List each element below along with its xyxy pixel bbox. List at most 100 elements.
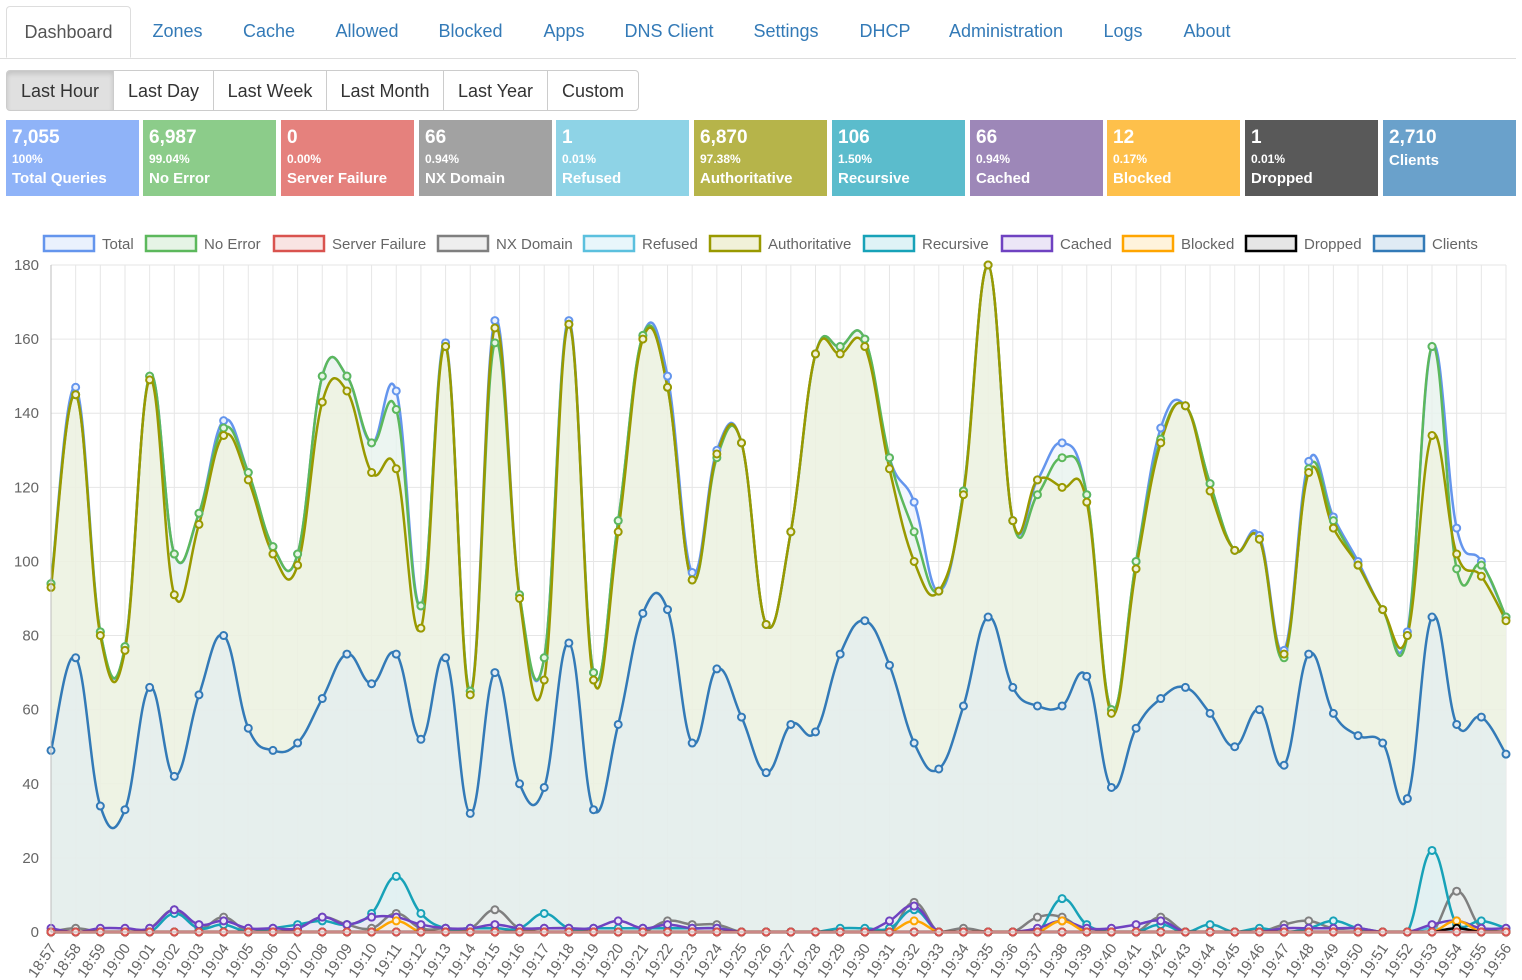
data-point <box>1131 564 1141 574</box>
data-point <box>391 649 401 659</box>
data-point <box>71 390 81 400</box>
data-point <box>1057 916 1067 926</box>
stat-percent: 0.94% <box>976 152 1011 166</box>
data-point <box>810 349 820 359</box>
data-point <box>1180 682 1190 692</box>
period-last-week[interactable]: Last Week <box>213 70 327 111</box>
data-point <box>367 679 377 689</box>
data-point <box>268 542 278 552</box>
data-point <box>317 397 327 407</box>
period-last-year[interactable]: Last Year <box>443 70 548 111</box>
data-point <box>712 449 722 459</box>
legend-label: Clients <box>1432 236 1478 253</box>
data-point <box>737 712 747 722</box>
legend-swatch-refused <box>582 234 636 253</box>
stat-label: Dropped <box>1251 170 1313 187</box>
tab-dhcp[interactable]: DHCP <box>859 21 911 41</box>
data-point <box>1427 430 1437 440</box>
data-point <box>391 405 401 415</box>
data-point <box>441 653 451 663</box>
data-point <box>1328 523 1338 533</box>
data-point <box>1353 731 1363 741</box>
stat-value: 106 <box>838 127 870 148</box>
stat-no-error: 6,987 99.04% No Error <box>143 120 276 196</box>
data-point <box>1402 794 1412 804</box>
data-point <box>1427 845 1437 855</box>
data-point <box>1378 738 1388 748</box>
data-point <box>564 638 574 648</box>
data-point <box>441 342 451 352</box>
data-point <box>342 649 352 659</box>
data-point <box>539 782 549 792</box>
legend-label: No Error <box>204 236 261 253</box>
legend-label: Authoritative <box>768 236 851 253</box>
y-tick-label: 180 <box>14 257 39 274</box>
data-point <box>1304 916 1314 926</box>
data-point <box>663 371 673 381</box>
data-point <box>1032 475 1042 485</box>
data-point <box>1032 701 1042 711</box>
tab-logs[interactable]: Logs <box>1103 21 1143 41</box>
data-point <box>1476 916 1486 926</box>
y-tick-label: 60 <box>22 702 39 719</box>
data-point <box>1501 749 1511 759</box>
period-last-day[interactable]: Last Day <box>113 70 214 111</box>
data-point <box>465 690 475 700</box>
tab-settings[interactable]: Settings <box>753 21 819 41</box>
data-point <box>1205 479 1215 489</box>
data-point <box>293 549 303 559</box>
tab-zones[interactable]: Zones <box>152 21 203 41</box>
data-point <box>1008 516 1018 526</box>
data-point <box>317 371 327 381</box>
data-point <box>1205 708 1215 718</box>
data-point <box>1082 490 1092 500</box>
stat-label: Recursive <box>838 170 910 187</box>
data-point <box>490 920 500 930</box>
tab-dns-client[interactable]: DNS Client <box>624 21 714 41</box>
tab-dashboard[interactable]: Dashboard <box>6 6 131 58</box>
data-point <box>958 701 968 711</box>
data-point <box>884 660 894 670</box>
data-point <box>1402 631 1412 641</box>
data-point <box>884 464 894 474</box>
tab-blocked[interactable]: Blocked <box>438 21 503 41</box>
data-point <box>1057 894 1067 904</box>
data-point <box>1452 523 1462 533</box>
data-point <box>268 549 278 559</box>
data-point <box>1452 719 1462 729</box>
data-point <box>835 349 845 359</box>
data-point <box>909 901 919 911</box>
period-custom[interactable]: Custom <box>547 70 639 111</box>
data-point <box>1082 497 1092 507</box>
period-last-month[interactable]: Last Month <box>326 70 444 111</box>
data-point <box>219 430 229 440</box>
y-tick-label: 40 <box>22 776 39 793</box>
tab-apps[interactable]: Apps <box>543 21 585 41</box>
data-point <box>219 631 229 641</box>
data-point <box>687 575 697 585</box>
data-point <box>194 920 204 930</box>
data-point <box>490 668 500 678</box>
data-point <box>663 605 673 615</box>
data-point <box>1279 760 1289 770</box>
data-point <box>219 916 229 926</box>
stat-percent: 99.04% <box>149 152 190 166</box>
tab-about[interactable]: About <box>1183 21 1231 41</box>
data-point <box>663 920 673 930</box>
chart-areas <box>51 265 1506 932</box>
data-point <box>416 734 426 744</box>
legend-label: Refused <box>642 236 698 253</box>
data-point <box>169 905 179 915</box>
y-tick-label: 100 <box>14 553 39 570</box>
data-point <box>515 779 525 789</box>
main-tabs: Dashboard Zones Cache Allowed Blocked Ap… <box>0 0 1516 59</box>
tab-administration[interactable]: Administration <box>948 21 1064 41</box>
stat-percent: 0.01% <box>1251 152 1286 166</box>
tab-allowed[interactable]: Allowed <box>335 21 399 41</box>
period-last-hour[interactable]: Last Hour <box>6 70 114 111</box>
data-point <box>268 745 278 755</box>
data-point <box>219 416 229 426</box>
stat-value: 12 <box>1113 127 1135 148</box>
data-point <box>391 386 401 396</box>
tab-cache[interactable]: Cache <box>242 21 296 41</box>
